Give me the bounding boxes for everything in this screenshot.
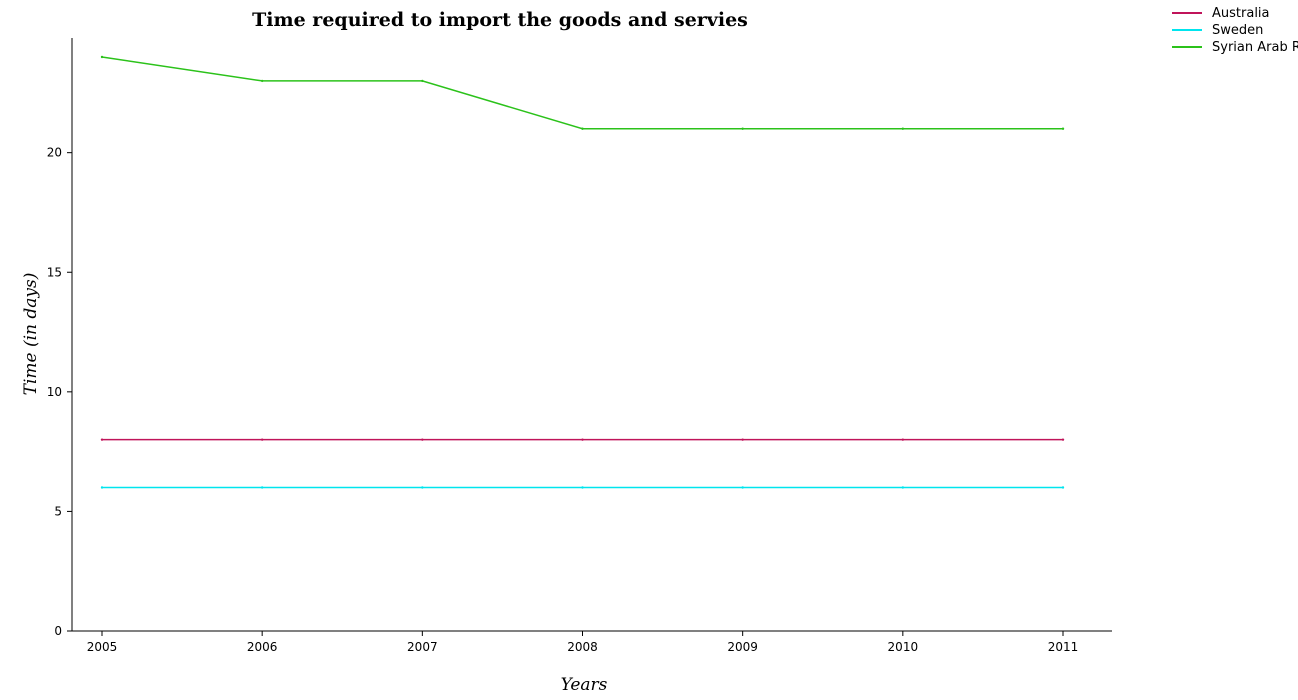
data-point	[741, 127, 744, 130]
data-point	[1061, 127, 1065, 130]
x-tick-label: 2009	[727, 640, 758, 654]
x-tick-label: 2010	[888, 640, 919, 654]
data-point	[260, 79, 264, 83]
data-point	[741, 438, 744, 441]
plot-area	[72, 38, 1112, 631]
legend: Australia Sweden Syrian Arab Republic	[1172, 6, 1298, 55]
x-tick-label: 2005	[87, 640, 118, 654]
data-point	[100, 486, 104, 489]
series-lines	[100, 55, 1065, 489]
data-point	[100, 438, 104, 441]
data-point	[1061, 486, 1065, 489]
data-point	[581, 127, 584, 130]
data-point	[421, 438, 424, 441]
y-axis-label: Time (in days)	[21, 273, 41, 396]
x-tick-label: 2007	[407, 640, 438, 654]
legend-label: Sweden	[1212, 23, 1263, 38]
data-point	[260, 438, 264, 441]
data-point	[901, 486, 905, 489]
chart-title: Time required to import the goods and se…	[252, 9, 748, 31]
data-point	[901, 438, 905, 441]
y-tick-label: 5	[54, 504, 62, 518]
series-line-syrian-arab-republic	[101, 56, 1063, 130]
y-tick-label: 15	[47, 265, 62, 279]
legend-label: Australia	[1212, 6, 1270, 21]
axes	[67, 38, 1112, 636]
x-tick-label: 2006	[247, 640, 278, 654]
y-tick-label: 20	[47, 146, 62, 160]
x-axis-label: Years	[561, 675, 608, 695]
data-point	[260, 486, 264, 489]
data-point	[421, 486, 424, 489]
data-point	[100, 55, 104, 59]
y-tick-label: 10	[47, 385, 62, 399]
legend-label: Syrian Arab Republic	[1212, 40, 1298, 55]
y-tick-label: 0	[54, 624, 62, 638]
data-point	[1061, 438, 1065, 441]
data-point	[581, 438, 584, 441]
data-point	[581, 486, 584, 489]
x-tick-label: 2011	[1048, 640, 1079, 654]
data-point	[741, 486, 744, 489]
x-tick-label: 2008	[567, 640, 598, 654]
tick-labels: 0 5 10 15 20 2005 2006 2007 2008 2009 2010 2011	[47, 146, 1079, 654]
data-point	[421, 79, 424, 83]
data-point	[901, 127, 905, 130]
